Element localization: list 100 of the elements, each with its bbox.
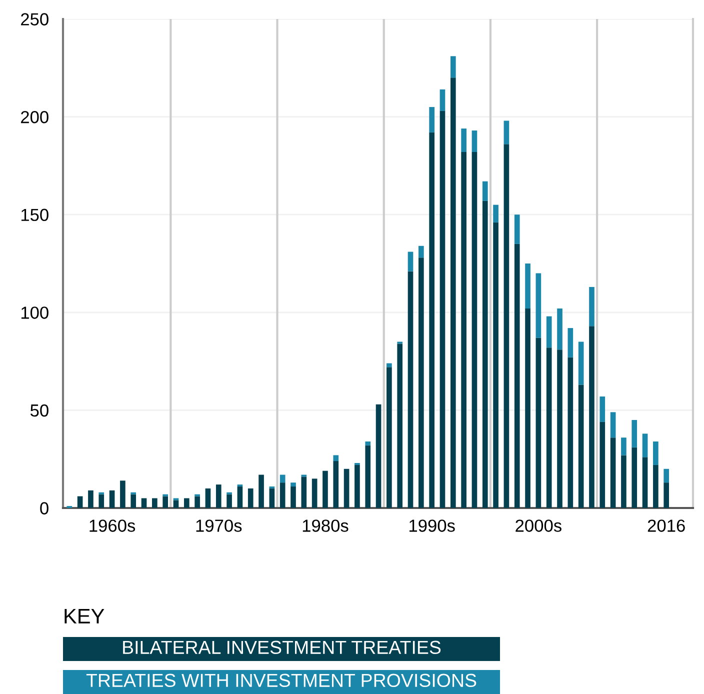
bar [461, 128, 466, 152]
text: BILATERAL INVESTMENT TREATIES [123, 640, 441, 654]
bar [290, 482, 296, 486]
x-tick-label: 1980s [302, 520, 348, 532]
bar [482, 200, 488, 508]
y-tick-label: 0 [40, 502, 48, 514]
bar [365, 441, 371, 446]
bar [312, 478, 318, 508]
bar [450, 78, 456, 508]
bar [536, 273, 542, 338]
text: TREATIES WITH INVESTMENT PROVISIONS [86, 674, 476, 688]
bar [173, 500, 179, 508]
bar [536, 338, 542, 508]
bar [205, 488, 211, 508]
bar [642, 457, 648, 508]
bar [653, 464, 658, 508]
bar [290, 486, 296, 508]
y-tick-label: 200 [21, 110, 48, 124]
bar [461, 152, 466, 508]
bar [600, 422, 606, 508]
bar [386, 363, 392, 368]
bar [589, 286, 594, 326]
y-tick-label: 50 [30, 404, 48, 417]
bar [184, 498, 190, 508]
bar [77, 496, 83, 508]
bar [280, 482, 286, 508]
bar [664, 482, 670, 508]
y-tick-label: 250 [21, 13, 48, 26]
bar [600, 396, 606, 422]
x-tick-label: 1960s [90, 520, 136, 532]
bar [610, 412, 616, 438]
bar [429, 107, 434, 132]
bar [472, 152, 478, 508]
bar [557, 350, 562, 508]
bar [226, 494, 232, 508]
bar [418, 246, 424, 258]
bar [216, 484, 222, 508]
bar [386, 367, 392, 508]
bar [408, 271, 414, 508]
bar [450, 56, 456, 78]
legend-title: KEY [64, 609, 104, 624]
bar [248, 488, 254, 508]
bar [162, 496, 168, 508]
bar [546, 348, 552, 508]
bar [322, 470, 328, 508]
bar [194, 496, 200, 508]
bar [514, 244, 520, 508]
bar [418, 258, 424, 508]
bar [525, 308, 530, 508]
bar [472, 130, 478, 152]
bar [493, 222, 498, 508]
bar [653, 441, 658, 465]
bar [525, 264, 530, 308]
bar [237, 486, 243, 508]
bar [568, 357, 574, 508]
bar [98, 494, 104, 508]
x-tick-label: 1970s [196, 520, 242, 532]
x-tick-label: 2016 [648, 520, 685, 532]
bar [130, 494, 136, 508]
bar [344, 468, 350, 508]
bar [621, 438, 626, 456]
bar [568, 328, 574, 358]
bar [578, 342, 584, 385]
bar [546, 316, 552, 348]
bar [333, 455, 339, 462]
bar [301, 476, 307, 508]
bar [514, 214, 520, 244]
bar [88, 490, 94, 508]
bar [152, 498, 158, 508]
bar [578, 384, 584, 508]
bar [376, 404, 382, 508]
bar [621, 455, 626, 508]
bar [141, 498, 147, 508]
bar [504, 144, 510, 508]
bar [440, 89, 446, 111]
bar [109, 490, 115, 508]
x-tick-label: 1990s [410, 520, 455, 532]
y-tick-label: 100 [21, 306, 48, 319]
bar [504, 120, 510, 144]
bar [365, 445, 371, 508]
bar [440, 110, 446, 508]
bar [632, 447, 638, 508]
bar [269, 488, 275, 508]
bar [333, 461, 339, 508]
bar [610, 438, 616, 508]
bar [589, 326, 594, 508]
bar [280, 474, 286, 483]
bar [120, 480, 126, 508]
bar [397, 344, 403, 508]
bar [642, 434, 648, 458]
bar [493, 204, 498, 222]
bar [258, 474, 264, 508]
bar [632, 420, 638, 448]
bar [408, 252, 414, 272]
bar [482, 181, 488, 201]
bar [557, 308, 562, 350]
y-tick-label: 150 [21, 208, 48, 222]
bar [354, 464, 360, 508]
x-tick-label: 2000s [516, 520, 562, 532]
bar [664, 468, 670, 483]
